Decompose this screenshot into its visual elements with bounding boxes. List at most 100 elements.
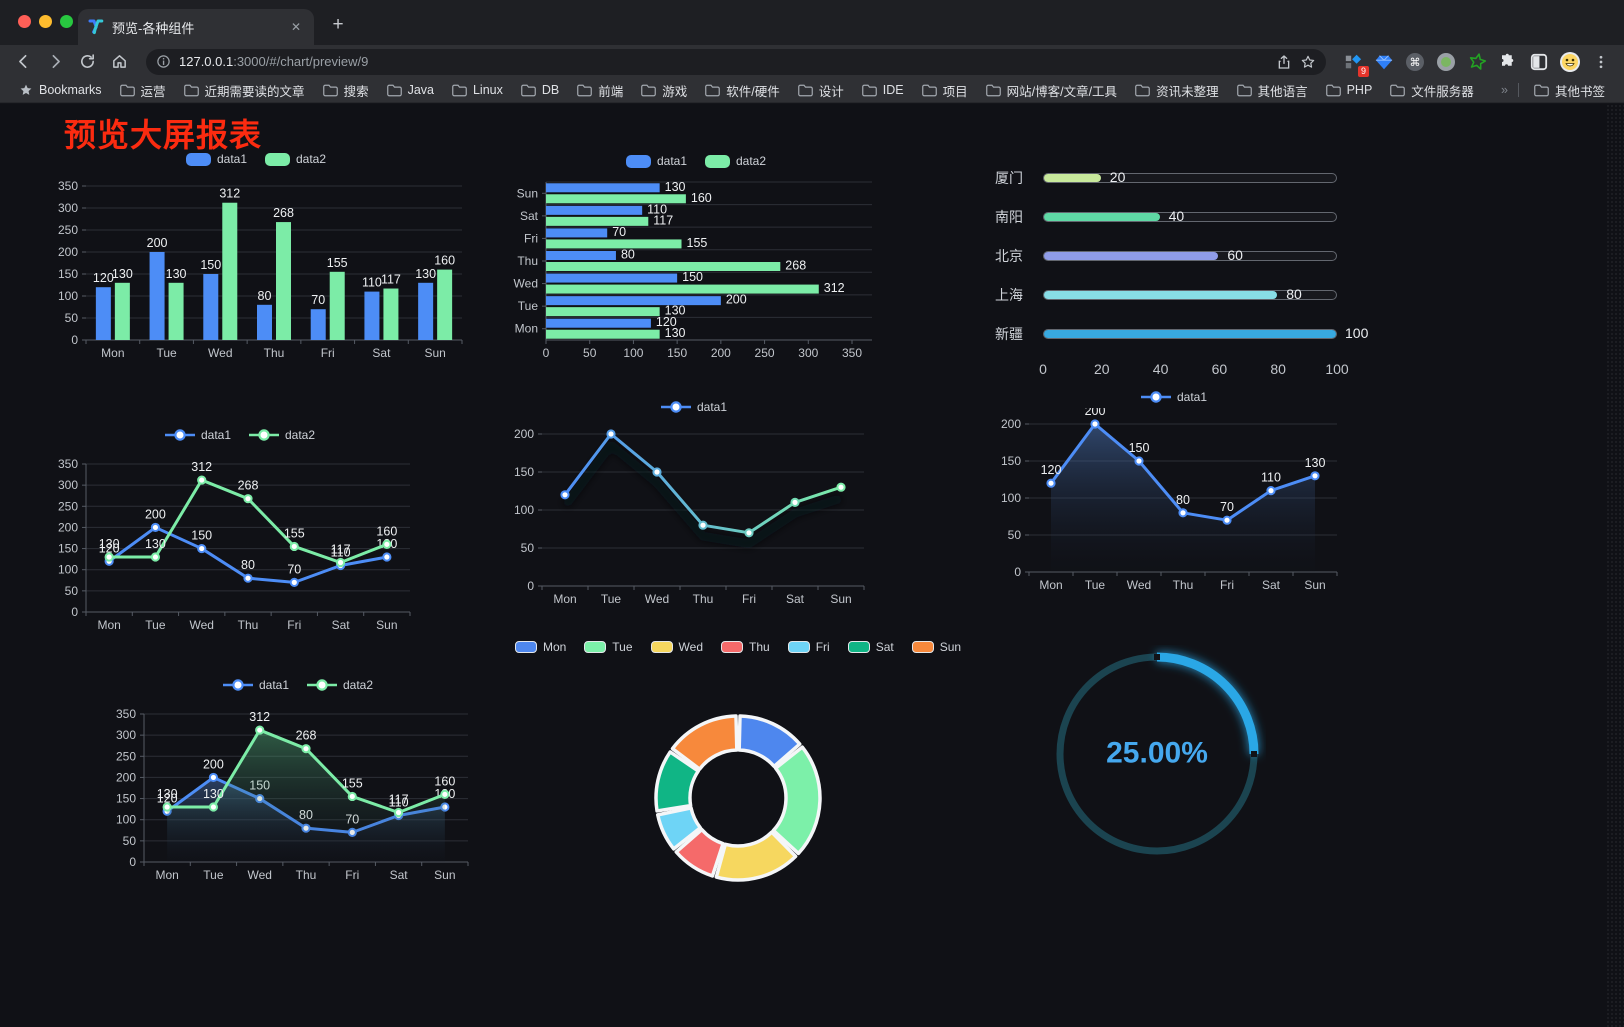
- bookmark-item[interactable]: DB: [514, 81, 566, 99]
- legend-item-Sun[interactable]: Sun: [911, 640, 961, 654]
- svg-text:200: 200: [1085, 408, 1106, 418]
- svg-text:268: 268: [785, 259, 806, 273]
- svg-text:Fri: Fri: [345, 868, 359, 882]
- svg-text:Fri: Fri: [287, 618, 301, 632]
- bookmark-item[interactable]: 网站/博客/文章/工具: [979, 79, 1124, 102]
- chart-horizontal-bar[interactable]: data1 data2 Sun Sat Fri Thu Wed Tue Mon 0 50 100 150…: [500, 150, 892, 368]
- legend-item-data2[interactable]: data2: [307, 678, 373, 692]
- bookmark-item[interactable]: Linux: [445, 81, 510, 99]
- legend-item-Mon[interactable]: Mon: [514, 640, 566, 654]
- progress-track: 60: [1043, 247, 1337, 263]
- home-icon[interactable]: [106, 49, 132, 75]
- legend-label: data1: [696, 400, 728, 414]
- back-icon[interactable]: [10, 49, 36, 75]
- bookmark-label: 搜索: [343, 84, 369, 99]
- bookmark-item[interactable]: 项目: [915, 79, 975, 102]
- split-square-icon[interactable]: [1528, 51, 1550, 73]
- bookmark-item[interactable]: 设计: [791, 79, 851, 102]
- address-bar[interactable]: 127.0.0.1:3000/#/chart/preview/9: [146, 48, 1326, 75]
- chart-line-two-series[interactable]: data1 data2 0 50 100 150 200 250 300 350 Mon Tue Wed…: [38, 424, 442, 638]
- green-dot-icon[interactable]: [1435, 51, 1457, 73]
- chart-area-one-series[interactable]: data1 0 50 100 150 200 Mon Tue Wed Thu Fri Sat Sun 12…: [985, 386, 1363, 598]
- chart-progress-bars[interactable]: 厦门 20 南阳 40 北京 60 上海 80 新疆 100 0 20 40 60 80 100: [995, 158, 1368, 384]
- legend-item-data1[interactable]: data1: [222, 678, 289, 692]
- svg-text:120: 120: [99, 541, 120, 555]
- minimize-window-button[interactable]: [39, 15, 52, 28]
- legend-item-data2[interactable]: data2: [705, 154, 766, 168]
- chart-plot: 0 50 100 150 200 250 300 350 Mon Tue Wed Thu Fri Sat S…: [40, 170, 472, 366]
- progress-fill: [1044, 251, 1219, 260]
- menu-dots-icon[interactable]: [1590, 51, 1612, 73]
- reload-icon[interactable]: [74, 49, 100, 75]
- bookmark-item[interactable]: IDE: [855, 81, 911, 99]
- svg-text:Sun: Sun: [376, 618, 397, 632]
- url-text[interactable]: 127.0.0.1:3000/#/chart/preview/9: [179, 54, 1268, 69]
- bookmark-label: 其他语言: [1257, 84, 1308, 99]
- bookmark-item[interactable]: 近期需要读的文章: [177, 79, 312, 102]
- chart-plot: 0 50 100 150 200 Mon Tue Wed Thu Fri Sat Sun 120 200 1…: [985, 408, 1363, 598]
- green-star-icon[interactable]: [1466, 51, 1488, 73]
- zoom-window-button[interactable]: [60, 15, 73, 28]
- command-circle-icon[interactable]: ⌘: [1404, 51, 1426, 73]
- bookmark-item[interactable]: 资讯未整理: [1128, 79, 1226, 102]
- share-icon[interactable]: [1276, 54, 1292, 70]
- legend-item-data1[interactable]: data1: [660, 400, 728, 414]
- legend-item-data2[interactable]: data2: [249, 428, 315, 442]
- folder-icon: [1390, 84, 1406, 96]
- chart-grouped-bar[interactable]: data1 data2 0 50 100 150 200 250 300 350 Mon Tue Wed…: [40, 148, 472, 366]
- legend-item-data1[interactable]: data1: [185, 152, 247, 166]
- close-window-button[interactable]: [18, 15, 31, 28]
- progress-row: 上海 80: [995, 275, 1367, 314]
- chart-legend: data1: [985, 386, 1363, 408]
- bookmark-star-icon[interactable]: [1300, 54, 1316, 70]
- chart-area-two-series[interactable]: data1 data2 0 50 100 150 200 250 300 350 Mon Tue Wed…: [96, 674, 500, 888]
- legend-item-data1[interactable]: data1: [164, 428, 231, 442]
- svg-text:Thu: Thu: [693, 592, 714, 606]
- profile-avatar[interactable]: [1559, 51, 1581, 73]
- tab-strip: 预览-各种组件 ✕ +: [0, 0, 1624, 45]
- legend-line-marker: [249, 429, 279, 441]
- browser-tab[interactable]: 预览-各种组件 ✕: [78, 9, 314, 45]
- bookmark-item[interactable]: 文件服务器: [1383, 79, 1481, 102]
- bookmark-item[interactable]: Java: [380, 81, 441, 99]
- legend-item-data1[interactable]: data1: [625, 154, 687, 168]
- bookmark-label: 运营: [140, 84, 166, 99]
- svg-text:350: 350: [58, 179, 78, 193]
- legend-item-Wed[interactable]: Wed: [650, 640, 703, 654]
- tab-close-icon[interactable]: ✕: [290, 20, 302, 34]
- extension-grid-diamond-icon[interactable]: 9: [1342, 51, 1369, 77]
- chart-legend: data1 data2: [500, 150, 892, 172]
- bookmark-item[interactable]: PHP: [1319, 81, 1380, 99]
- bookmark-item[interactable]: 前端: [570, 79, 630, 102]
- progress-axis: 0 20 40 60 80 100: [1039, 353, 1349, 379]
- chart-donut-pie[interactable]: Mon Tue Wed Thu Fri Sat Sun: [514, 636, 961, 884]
- legend-item-data1[interactable]: data1: [1140, 390, 1207, 404]
- other-bookmarks-folder[interactable]: 其他书签: [1527, 79, 1612, 102]
- bookmark-item[interactable]: 游戏: [634, 79, 694, 102]
- bookmark-item[interactable]: 运营: [113, 79, 173, 102]
- new-tab-button[interactable]: +: [332, 14, 344, 35]
- chart-line-gradient[interactable]: data1 0 50 100 150 200 Mon Tue Wed Thu Fri Sat Sun: [496, 396, 892, 612]
- legend-label: data2: [343, 678, 374, 692]
- legend-swatch: [911, 641, 934, 653]
- bookmarks-overflow-button[interactable]: »: [1501, 83, 1508, 97]
- chart-plot: 25.00%: [1048, 645, 1266, 863]
- legend-item-Fri[interactable]: Fri: [787, 640, 830, 654]
- svg-text:120: 120: [157, 791, 178, 805]
- puzzle-icon[interactable]: [1497, 51, 1519, 73]
- folder-icon: [641, 84, 657, 96]
- legend-item-data2[interactable]: data2: [265, 152, 326, 166]
- legend-item-Sat[interactable]: Sat: [847, 640, 894, 654]
- chart-gauge[interactable]: 25.00%: [1048, 645, 1266, 863]
- legend-item-Thu[interactable]: Thu: [721, 640, 770, 654]
- info-icon[interactable]: [156, 54, 171, 69]
- legend-item-Tue[interactable]: Tue: [584, 640, 633, 654]
- bookmark-item[interactable]: 搜索: [316, 79, 376, 102]
- legend-label: Wed: [678, 640, 703, 654]
- gem-icon[interactable]: [1373, 51, 1395, 73]
- bookmark-item[interactable]: 其他语言: [1230, 79, 1315, 102]
- forward-icon[interactable]: [42, 49, 68, 75]
- bookmarks-manager[interactable]: Bookmarks: [12, 81, 109, 99]
- svg-text:150: 150: [191, 529, 212, 543]
- bookmark-item[interactable]: 软件/硬件: [698, 79, 786, 102]
